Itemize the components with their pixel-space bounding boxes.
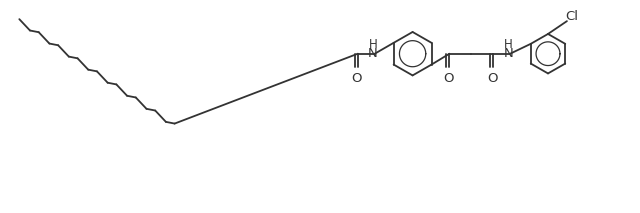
Text: O: O [487, 72, 497, 85]
Text: Cl: Cl [565, 10, 579, 23]
Text: H: H [369, 38, 377, 51]
Text: H: H [504, 38, 513, 51]
Text: N: N [503, 47, 513, 60]
Text: O: O [351, 72, 362, 85]
Text: N: N [368, 47, 378, 60]
Text: O: O [443, 72, 454, 85]
